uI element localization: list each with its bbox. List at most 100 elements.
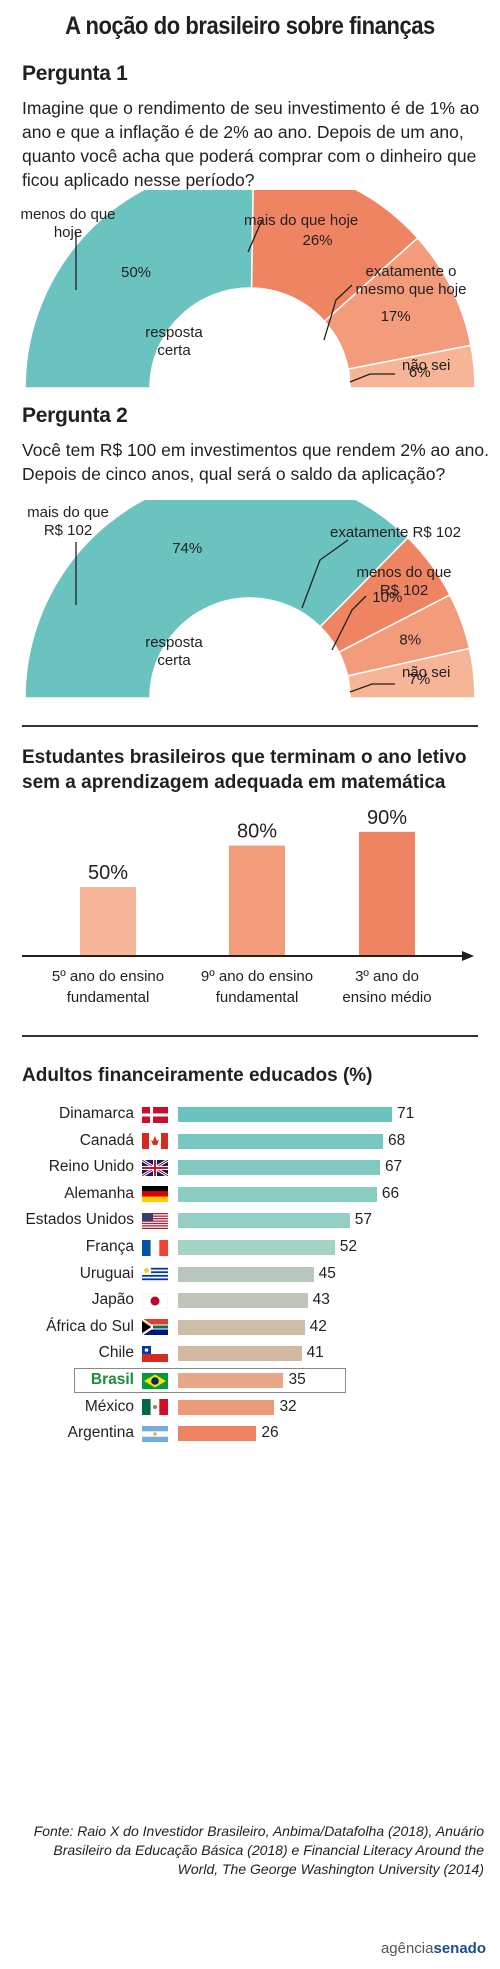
divider xyxy=(22,1035,478,1037)
q1-label-slice-1: mais do que hoje xyxy=(244,212,359,229)
japan-flag-icon xyxy=(142,1292,168,1309)
q1-center-label: resposta certa xyxy=(145,324,203,359)
q2-center-label: resposta certa xyxy=(145,634,203,669)
logo-part-1: agência xyxy=(380,1940,434,1957)
adults-title: Adultos financeiramente educados (%) xyxy=(22,1065,373,1086)
students-bar-0 xyxy=(80,887,136,956)
country-name-4: Estados Unidos xyxy=(25,1211,134,1229)
country-name-2: Reino Unido xyxy=(48,1158,134,1176)
country-bar-11 xyxy=(178,1399,275,1415)
mexico-flag-icon xyxy=(142,1399,168,1416)
country-value-2: 67 xyxy=(384,1158,403,1176)
q1-leader-2 xyxy=(323,284,353,341)
country-bar-9 xyxy=(178,1346,302,1362)
q1-leader-3 xyxy=(349,373,395,383)
brasil-highlight-box xyxy=(74,1368,346,1393)
country-value-1: 68 xyxy=(387,1131,406,1149)
country-value-10: 35 xyxy=(288,1371,306,1388)
q1-donut-chart: 50% 26% 17% 6% xyxy=(24,190,476,389)
divider xyxy=(22,725,478,727)
uk-flag-icon xyxy=(142,1159,168,1176)
country-bar-3 xyxy=(178,1186,377,1202)
germany-flag-icon xyxy=(142,1186,168,1203)
country-value-7: 43 xyxy=(312,1291,330,1309)
q2-label-slice-0: mais do que R$ 102 xyxy=(27,504,109,539)
country-bar-2 xyxy=(178,1160,380,1176)
country-name-0: Dinamarca xyxy=(59,1105,134,1122)
q2-donut-chart: 74% 10% 8% 7% xyxy=(24,500,476,699)
q1-pct-0: 50% xyxy=(121,264,151,281)
country-bar-10 xyxy=(178,1373,284,1388)
country-bar-1 xyxy=(178,1133,383,1149)
country-name-10: Brasil xyxy=(90,1371,134,1388)
page-title: A noção do brasileiro sobre finanças xyxy=(65,12,435,40)
source-note: Fonte: Raio X do Investidor Brasileiro, … xyxy=(33,1823,484,1877)
country-bar-6 xyxy=(178,1266,314,1282)
adults-bar-chart: Dinamarca 71 Canadá 68 Reino Unido 67 Alemanha… xyxy=(0,1095,500,1442)
q1-label-slice-2: exatamente o mesmo que hoje xyxy=(355,263,467,298)
canada-flag-icon xyxy=(142,1133,168,1150)
axis-arrow-icon xyxy=(462,951,474,961)
country-name-11: México xyxy=(84,1397,134,1415)
logo-part-2: senado xyxy=(433,1940,486,1957)
students-value-2: 90% xyxy=(367,807,407,829)
students-cat-1: 9º ano do ensino fundamental xyxy=(200,968,314,1006)
q2-slice-3 xyxy=(346,647,476,699)
country-name-5: França xyxy=(85,1238,134,1255)
q1-heading: Pergunta 1 xyxy=(22,62,128,85)
country-bar-5 xyxy=(178,1240,335,1255)
country-bar-7 xyxy=(178,1293,308,1309)
q2-pct-2: 8% xyxy=(399,632,421,649)
country-value-8: 42 xyxy=(309,1317,327,1335)
q2-pct-1: 10% xyxy=(372,589,402,606)
usa-flag-icon xyxy=(142,1212,168,1229)
country-name-1: Canadá xyxy=(79,1131,134,1149)
country-name-12: Argentina xyxy=(67,1424,134,1442)
country-name-8: África do Sul xyxy=(46,1317,134,1335)
q1-pct-3: 6% xyxy=(409,364,431,381)
q2-pct-3: 7% xyxy=(409,671,431,688)
q2-pct-0: 74% xyxy=(172,540,202,557)
students-value-0: 50% xyxy=(88,862,128,884)
students-cat-2: 3º ano do ensino médio xyxy=(342,968,432,1006)
q2-label-slice-3: não sei xyxy=(402,664,451,681)
country-bar-12 xyxy=(178,1426,257,1442)
country-name-9: Chile xyxy=(98,1344,134,1362)
q2-label-slice-1: exatamente R$ 102 xyxy=(330,524,461,541)
students-bar-1 xyxy=(229,845,285,956)
q2-heading: Pergunta 2 xyxy=(22,404,128,427)
country-name-7: Japão xyxy=(91,1291,134,1309)
students-title: Estudantes brasileiros que terminam o an… xyxy=(22,747,467,793)
q1-text: Imagine que o rendimento de seu investim… xyxy=(22,98,480,190)
country-value-4: 57 xyxy=(354,1211,373,1229)
q2-leader-1 xyxy=(301,539,349,609)
country-value-9: 41 xyxy=(306,1344,324,1362)
students-bar-chart: 50% 80% 90% xyxy=(22,807,474,961)
q2-text: Você tem R$ 100 em investimentos que ren… xyxy=(22,440,489,484)
q1-label-slice-0: menos do que hoje xyxy=(20,206,116,241)
q1-slice-1 xyxy=(250,190,419,323)
france-flag-icon xyxy=(142,1239,168,1256)
country-value-12: 26 xyxy=(261,1424,279,1442)
country-value-11: 32 xyxy=(279,1397,297,1415)
q2-label-slice-2: menos do que R$ 102 xyxy=(356,564,452,599)
chile-flag-icon xyxy=(142,1345,168,1362)
country-name-3: Alemanha xyxy=(64,1184,134,1202)
argentina-flag-icon xyxy=(142,1425,168,1442)
q1-pct-2: 17% xyxy=(381,308,411,325)
country-value-6: 45 xyxy=(318,1264,336,1282)
q1-label-slice-3: não sei xyxy=(402,357,451,374)
denmark-flag-icon xyxy=(142,1106,168,1123)
country-value-3: 66 xyxy=(381,1184,400,1202)
country-bar-0 xyxy=(178,1107,392,1122)
students-value-1: 80% xyxy=(237,821,277,843)
country-value-0: 71 xyxy=(397,1105,415,1122)
q1-slice-0 xyxy=(24,190,254,389)
country-bar-4 xyxy=(178,1213,350,1229)
brazil-flag-icon xyxy=(142,1372,168,1389)
agency-logo: agênciasenado xyxy=(381,1940,486,1957)
country-name-6: Uruguai xyxy=(79,1264,134,1282)
q2-leader-3 xyxy=(349,683,395,693)
country-value-5: 52 xyxy=(339,1238,357,1255)
q1-leader-1 xyxy=(247,219,263,253)
